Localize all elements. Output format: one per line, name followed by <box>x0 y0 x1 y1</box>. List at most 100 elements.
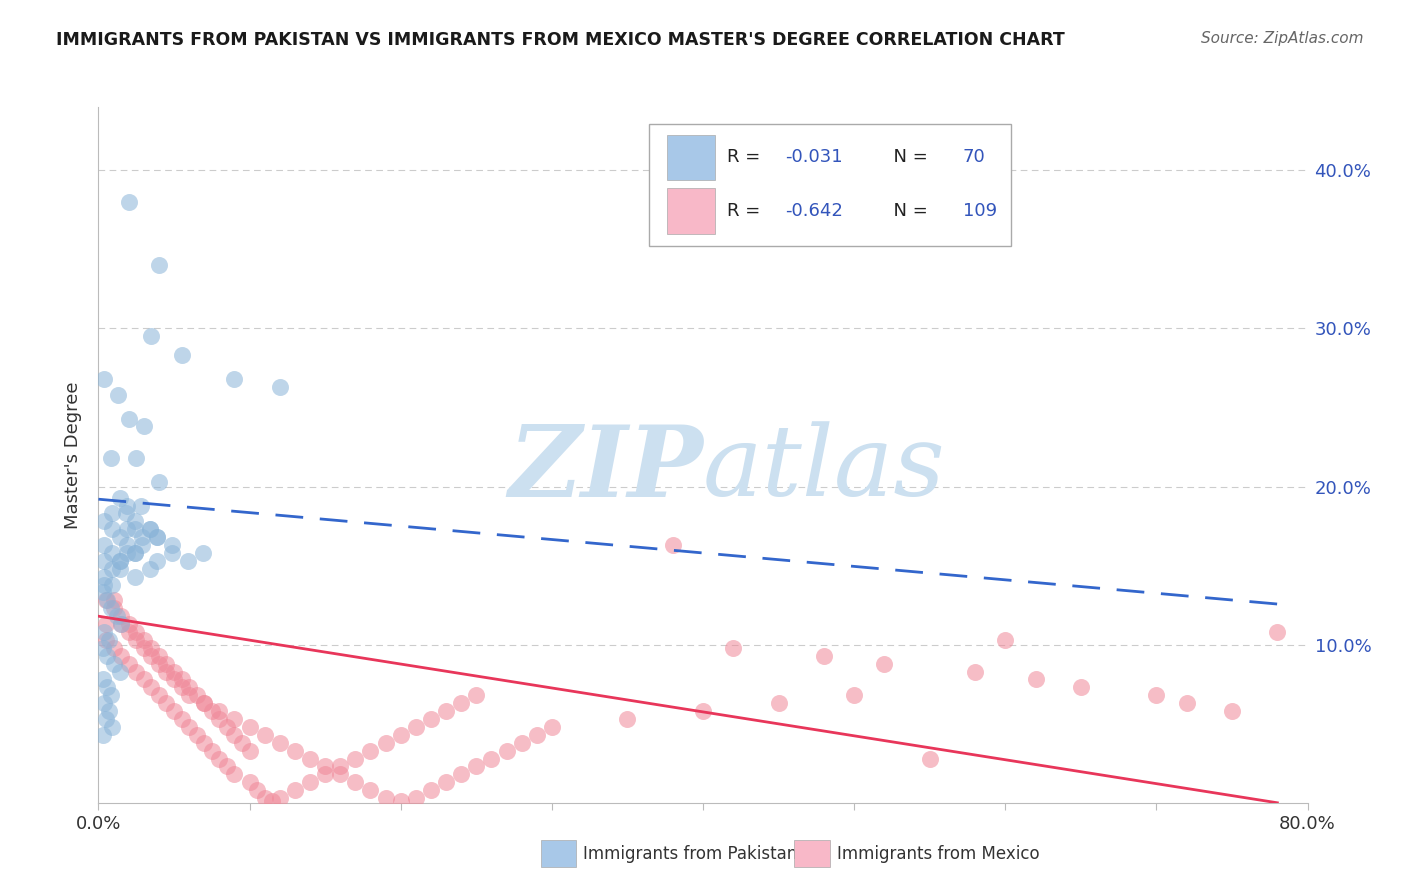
Point <box>723 640 745 655</box>
Point <box>269 791 291 805</box>
Point <box>374 791 396 805</box>
Point <box>1267 625 1289 640</box>
Point <box>314 759 336 773</box>
Bar <box>666 135 716 180</box>
Point <box>115 546 138 560</box>
Point <box>115 499 138 513</box>
Point <box>269 736 291 750</box>
Point <box>108 562 131 576</box>
Point <box>103 657 125 671</box>
Point <box>360 744 382 758</box>
Point <box>170 348 193 362</box>
Point <box>91 728 114 742</box>
Point <box>314 767 336 781</box>
Point <box>208 712 231 726</box>
Point <box>103 640 125 655</box>
Point <box>215 720 238 734</box>
Point <box>389 794 412 808</box>
Text: 109: 109 <box>963 202 997 220</box>
Point <box>253 728 276 742</box>
Point <box>434 704 457 718</box>
Point <box>94 632 117 647</box>
Point <box>91 673 114 687</box>
Point <box>193 696 215 710</box>
Point <box>994 632 1017 647</box>
Point <box>132 419 155 434</box>
Point <box>155 696 177 710</box>
Point <box>918 751 941 765</box>
Text: -0.031: -0.031 <box>785 148 842 166</box>
Text: N =: N = <box>882 148 934 166</box>
Point <box>108 665 131 679</box>
Point <box>193 736 215 750</box>
Point <box>510 736 533 750</box>
Y-axis label: Master's Degree: Master's Degree <box>65 381 83 529</box>
Point <box>253 791 276 805</box>
Point <box>101 522 124 536</box>
Point <box>450 696 472 710</box>
Point <box>965 665 987 679</box>
Point <box>540 720 562 734</box>
Point <box>93 577 115 591</box>
Point <box>170 681 193 695</box>
Point <box>420 783 443 797</box>
Text: R =: R = <box>727 202 766 220</box>
Point <box>329 759 352 773</box>
Point <box>246 783 269 797</box>
Point <box>118 625 141 640</box>
Point <box>118 411 141 425</box>
Point <box>374 736 396 750</box>
Point <box>107 388 129 402</box>
Point <box>224 372 246 386</box>
Point <box>224 728 246 742</box>
Point <box>98 704 121 718</box>
Point <box>110 648 132 663</box>
Point <box>329 767 352 781</box>
Point <box>131 538 153 552</box>
Text: Immigrants from Mexico: Immigrants from Mexico <box>837 845 1039 863</box>
Text: atlas: atlas <box>703 421 946 516</box>
Point <box>93 538 115 552</box>
Point <box>1144 688 1167 702</box>
Point <box>813 648 835 663</box>
Point <box>98 632 121 647</box>
Point <box>125 625 148 640</box>
Point <box>1070 681 1092 695</box>
Point <box>389 728 412 742</box>
Point <box>208 704 231 718</box>
Point <box>96 648 118 663</box>
Point <box>101 577 124 591</box>
Point <box>224 712 246 726</box>
Point <box>201 704 224 718</box>
Point <box>162 538 184 552</box>
Point <box>299 775 322 789</box>
Point <box>131 530 153 544</box>
Point <box>481 751 503 765</box>
Text: ZIP: ZIP <box>508 421 703 517</box>
Point <box>163 704 186 718</box>
Point <box>148 475 170 489</box>
Point <box>103 593 125 607</box>
Point <box>284 744 307 758</box>
Point <box>139 522 162 536</box>
Point <box>146 530 169 544</box>
Point <box>124 546 146 560</box>
Point <box>155 657 177 671</box>
Point <box>450 767 472 781</box>
Point <box>125 632 148 647</box>
Point <box>110 609 132 624</box>
Point <box>139 522 162 536</box>
Point <box>132 632 155 647</box>
Point <box>179 688 201 702</box>
Point <box>110 617 132 632</box>
Point <box>191 546 214 560</box>
Point <box>115 538 138 552</box>
Point <box>434 775 457 789</box>
Point <box>93 570 115 584</box>
Point <box>101 562 124 576</box>
Point <box>269 380 291 394</box>
Point <box>465 688 488 702</box>
Point <box>1175 696 1198 710</box>
Point <box>179 681 201 695</box>
Point <box>176 554 198 568</box>
